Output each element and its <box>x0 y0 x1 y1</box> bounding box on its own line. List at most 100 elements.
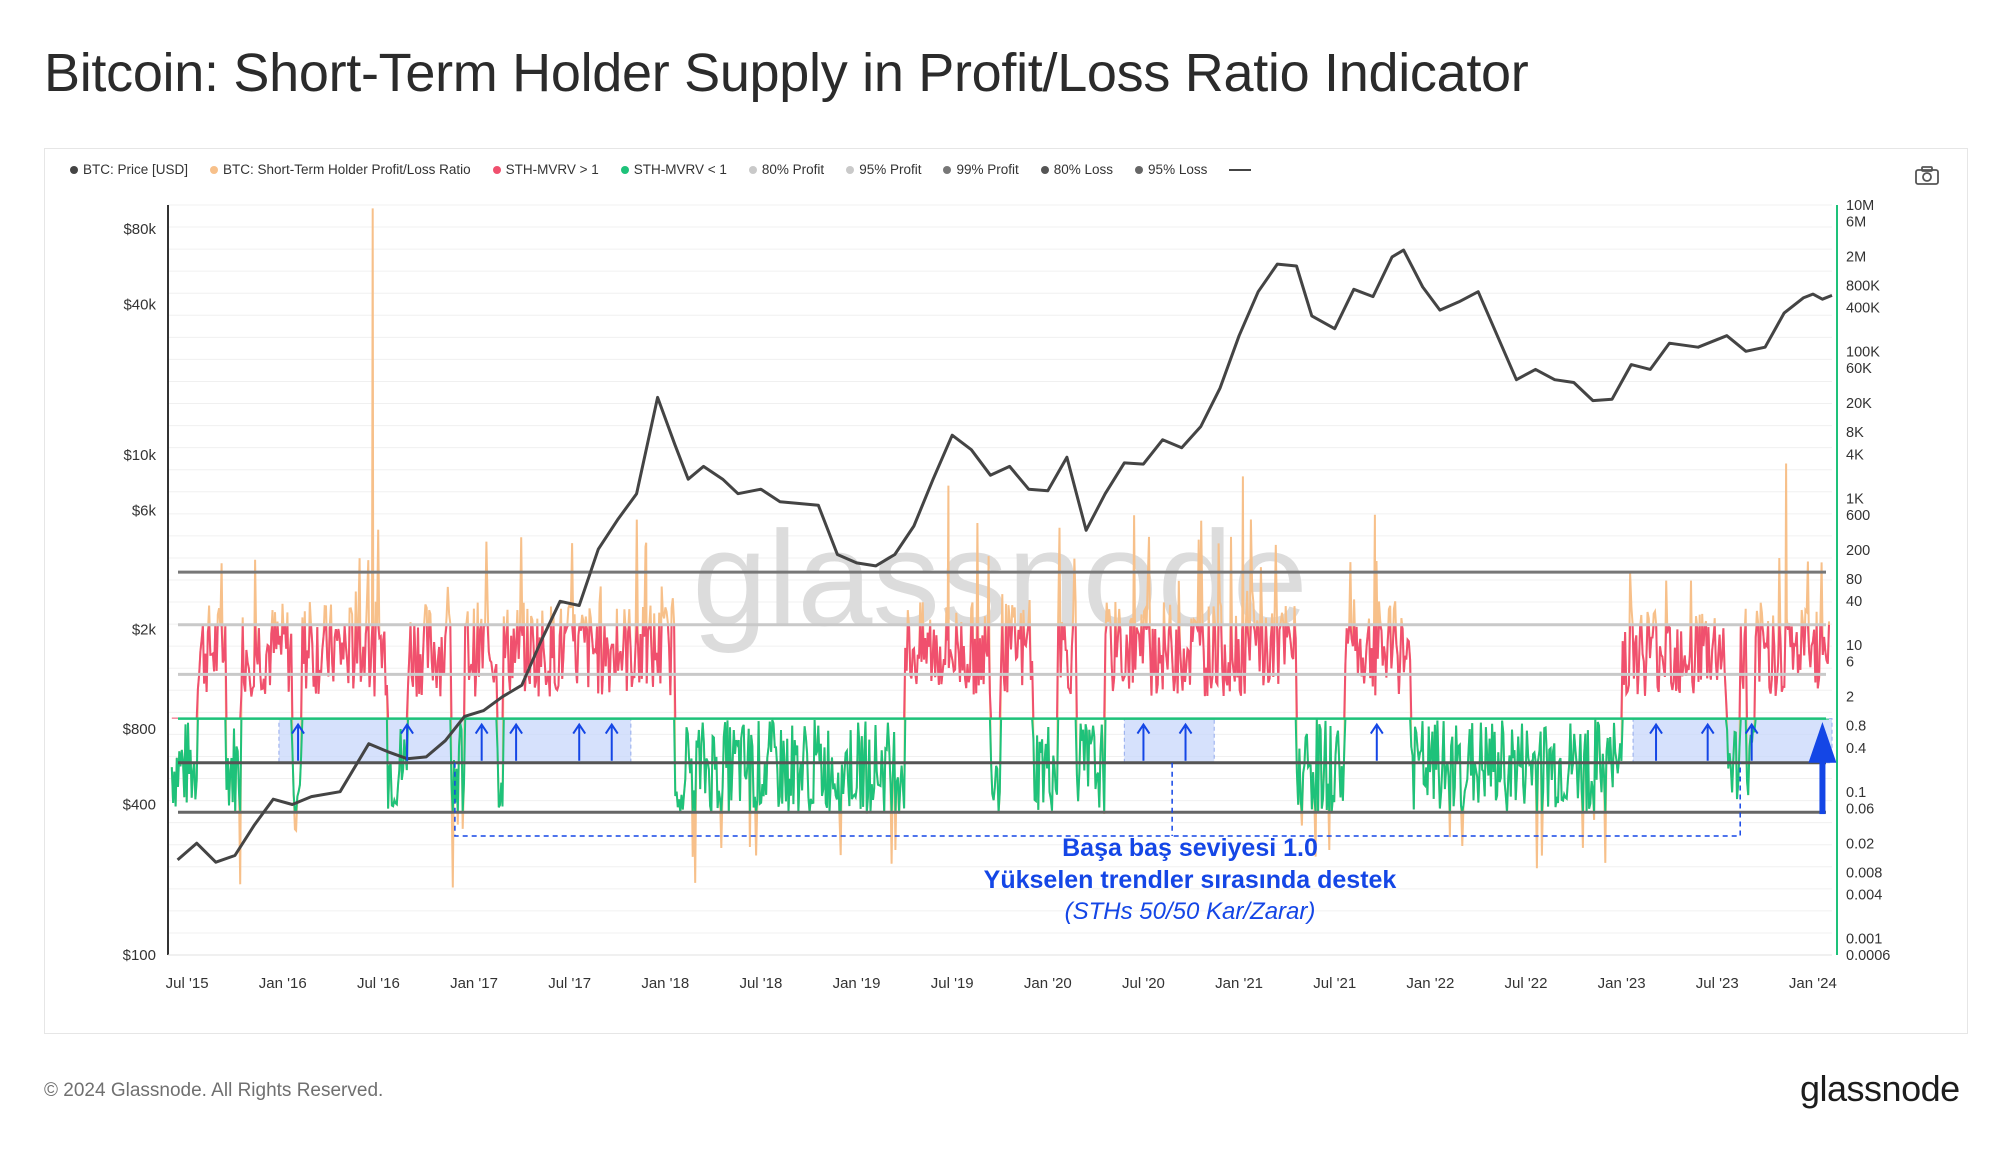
current-arrow-head <box>1808 721 1837 763</box>
legend-dot <box>492 165 501 174</box>
left-tick-label: $800 <box>123 721 156 738</box>
x-tick-label: Jan '23 <box>1598 975 1646 992</box>
right-tick-label: 80 <box>1846 572 1862 588</box>
right-tick-label: 10M <box>1846 198 1874 214</box>
x-tick-label: Jul '20 <box>1122 975 1165 992</box>
right-tick-label: 1K <box>1846 491 1864 507</box>
legend-item[interactable]: 95% Profit <box>846 162 921 177</box>
support-arrow-head <box>572 722 587 735</box>
page-title: Bitcoin: Short-Term Holder Supply in Pro… <box>44 43 1529 103</box>
legend-more-icon[interactable] <box>1229 169 1252 171</box>
left-tick-label: $6k <box>132 502 157 519</box>
camera-icon[interactable] <box>1914 164 1940 186</box>
right-tick-label: 100K <box>1846 345 1880 361</box>
x-tick-label: Jul '18 <box>739 975 782 992</box>
annotation-line-2: Yükselen trendler sırasında destek <box>983 866 1397 894</box>
support-arrow-head <box>474 722 489 735</box>
support-arrow-head <box>509 722 523 735</box>
right-tick-label: 0.8 <box>1846 719 1866 735</box>
support-arrow-head <box>1744 722 1759 735</box>
legend-item[interactable]: 80% Loss <box>1040 162 1114 177</box>
legend-dot <box>748 165 757 174</box>
legend-label: 80% Loss <box>1053 162 1114 177</box>
right-tick-label: 2 <box>1846 690 1854 706</box>
legend-item[interactable]: 95% Loss <box>1135 162 1207 177</box>
right-tick-label: 600 <box>1846 508 1870 524</box>
legend-label: 95% Loss <box>1148 162 1208 177</box>
right-tick-label: 800K <box>1846 278 1880 294</box>
legend-dot <box>943 165 952 174</box>
right-tick-label: 0.004 <box>1846 888 1882 904</box>
left-tick-label: $80k <box>123 221 156 238</box>
x-tick-label: Jan '17 <box>450 975 498 992</box>
x-tick-label: Jan '21 <box>1215 975 1263 992</box>
support-zone <box>1123 718 1215 764</box>
x-tick-label: Jan '20 <box>1024 975 1072 992</box>
support-arrow-head <box>291 722 305 735</box>
legend-label: 95% Profit <box>859 162 922 177</box>
right-tick-label: 0.02 <box>1846 836 1874 852</box>
x-tick-label: Jan '22 <box>1406 975 1454 992</box>
legend-label: 80% Profit <box>761 162 825 177</box>
legend-item[interactable]: 80% Profit <box>748 162 825 177</box>
support-arrow-head <box>1700 722 1715 735</box>
support-arrow-head <box>400 722 414 735</box>
legend-item[interactable]: STH-MVRV < 1 <box>620 162 727 177</box>
right-tick-label: 0.0006 <box>1846 948 1890 964</box>
current-arrow-shaft <box>1819 734 1826 815</box>
support-arrow-head <box>604 722 619 735</box>
x-tick-label: Jul '16 <box>357 975 400 992</box>
right-tick-label: 40 <box>1846 594 1862 610</box>
brand-logo: glassnode <box>1800 1068 1960 1109</box>
legend-item[interactable]: BTC: Price [USD] <box>70 162 188 177</box>
watermark: glassnode <box>692 503 1307 654</box>
right-tick-label: 0.008 <box>1846 865 1882 881</box>
x-tick-label: Jan '19 <box>833 975 881 992</box>
right-tick-label: 400K <box>1846 301 1880 317</box>
support-zone <box>278 718 632 764</box>
annotation-bracket <box>454 762 1741 837</box>
legend-label: BTC: Short-Term Holder Profit/Loss Ratio <box>223 162 471 177</box>
legend-label: STH-MVRV < 1 <box>633 162 727 177</box>
right-tick-label: 20K <box>1846 396 1872 412</box>
legend-label: 99% Profit <box>956 162 1019 177</box>
left-tick-label: $10k <box>123 447 156 464</box>
legend-dot <box>846 165 855 174</box>
legend-label: STH-MVRV > 1 <box>505 162 599 177</box>
support-arrow-head <box>1178 722 1193 735</box>
legend-item[interactable]: 99% Profit <box>943 162 1019 177</box>
support-arrow-head <box>1136 722 1151 735</box>
right-tick-label: 0.06 <box>1846 801 1874 817</box>
right-tick-label: 0.4 <box>1846 741 1866 757</box>
left-tick-label: $100 <box>123 947 156 964</box>
support-arrow-head <box>1369 722 1384 735</box>
legend-dot <box>70 165 78 174</box>
right-tick-label: 8K <box>1846 425 1864 441</box>
legend-item[interactable]: STH-MVRV > 1 <box>492 162 599 177</box>
legend: BTC: Price [USD] BTC: Short-Term Holder P… <box>70 162 1252 177</box>
copyright: © 2024 Glassnode. All Rights Reserved. <box>44 1080 384 1101</box>
x-tick-label: Jul '17 <box>548 975 591 992</box>
x-tick-label: Jan '16 <box>259 975 307 992</box>
annotation-line-3: (STHs 50/50 Kar/Zarar) <box>1064 898 1316 925</box>
chart-panel <box>44 148 1968 1034</box>
left-tick-label: $400 <box>123 796 156 813</box>
right-tick-label: 200 <box>1846 543 1870 559</box>
x-tick-label: Jul '23 <box>1696 975 1739 992</box>
left-tick-label: $40k <box>123 296 156 313</box>
x-tick-label: Jul '15 <box>166 975 209 992</box>
x-tick-label: Jul '19 <box>931 975 974 992</box>
legend-dot <box>1135 165 1144 174</box>
left-tick-label: $2k <box>132 622 157 639</box>
right-tick-label: 0.1 <box>1846 785 1866 801</box>
right-tick-label: 6 <box>1846 655 1854 671</box>
right-tick-label: 0.001 <box>1846 932 1882 948</box>
btc-price-line <box>176 248 1833 864</box>
legend-item[interactable]: BTC: Short-Term Holder Profit/Loss Ratio <box>210 162 471 177</box>
legend-dot <box>1040 165 1049 174</box>
right-tick-label: 6M <box>1846 214 1866 230</box>
x-tick-label: Jul '22 <box>1505 975 1548 992</box>
right-tick-label: 2M <box>1846 249 1866 265</box>
x-tick-label: Jan '18 <box>641 975 689 992</box>
